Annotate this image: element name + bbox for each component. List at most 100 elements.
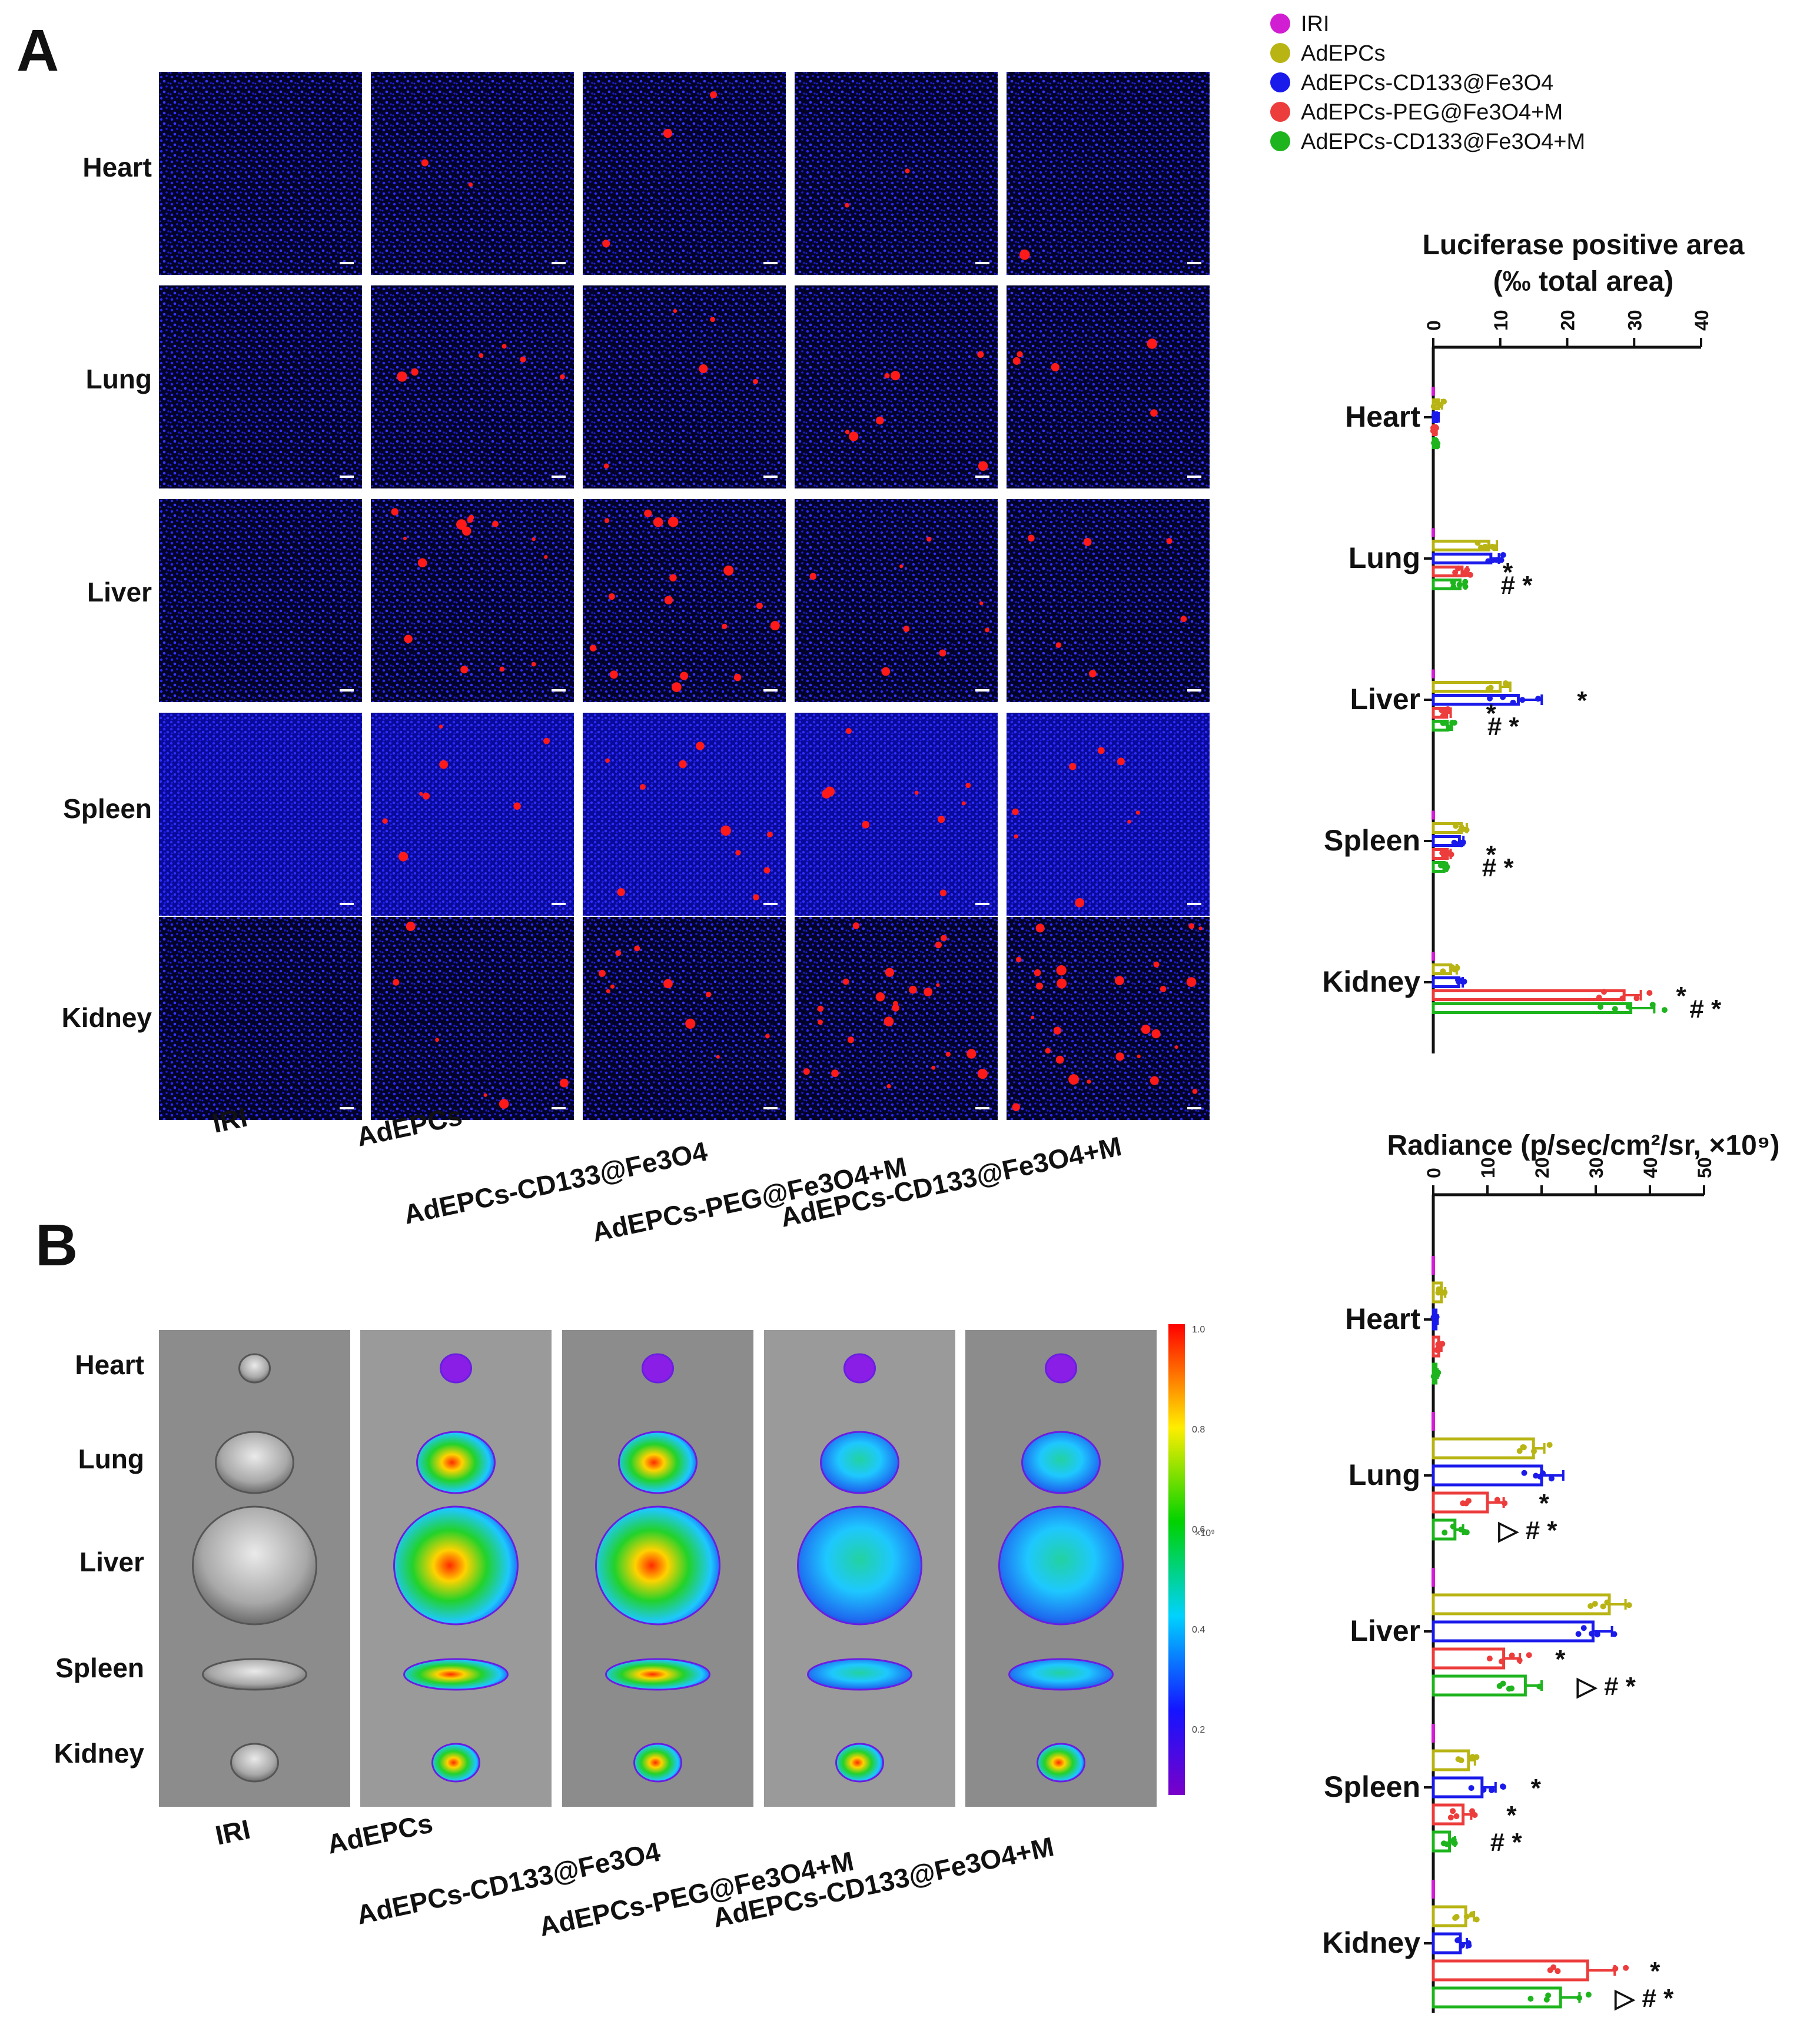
luciferase-signal	[1117, 757, 1125, 766]
data-point	[1510, 699, 1516, 706]
scale-bar	[975, 689, 989, 692]
organ-signal	[431, 1743, 480, 1783]
fluorescence-image	[159, 285, 362, 488]
luciferase-signal	[1147, 338, 1157, 349]
luciferase-signal	[825, 786, 835, 797]
luciferase-signal	[1153, 961, 1160, 968]
category-label: Kidney	[1322, 1926, 1420, 1959]
luciferase-signal	[393, 979, 400, 986]
luciferase-signal	[753, 378, 758, 384]
luciferase-signal	[640, 784, 646, 790]
luciferase-signal	[1192, 1089, 1198, 1094]
luciferase-signal	[397, 371, 407, 382]
bar	[1432, 669, 1435, 679]
panel-a-row-labels: Heart Lung Liver Spleen Kidney	[62, 152, 152, 1033]
organ-signal	[633, 1743, 682, 1783]
data-point	[1463, 827, 1470, 833]
luciferase-signal	[685, 1018, 696, 1029]
legend-item: AdEPCs-CD133@Fe3O4+M	[1270, 129, 1585, 154]
data-point	[1598, 1003, 1604, 1010]
data-point	[1462, 579, 1469, 585]
legend-marker	[1270, 43, 1290, 63]
column-label: IRI	[210, 1102, 250, 1139]
data-point	[1456, 1937, 1462, 1943]
data-point	[1444, 864, 1450, 870]
luciferase-signal	[1160, 986, 1167, 992]
luciferase-signal	[892, 1004, 899, 1012]
luciferase-signal	[421, 159, 429, 167]
legend-marker	[1270, 14, 1290, 34]
column-label: IRI	[212, 1814, 253, 1851]
panel-b-ivis-images	[159, 1330, 1157, 1807]
luciferase-signal	[435, 1038, 439, 1042]
data-point	[1450, 584, 1457, 590]
scale-bar	[763, 689, 778, 692]
luciferase-signal	[1017, 351, 1023, 358]
luciferase-signal	[705, 991, 712, 998]
luciferase-signal	[680, 672, 689, 680]
data-point	[1430, 428, 1436, 434]
row-label: Kidney	[54, 1738, 145, 1769]
luciferase-signal	[1097, 747, 1105, 754]
luciferase-signal	[977, 1069, 988, 1079]
luciferase-signal	[520, 356, 526, 363]
colorbar-tick-label: 0.4	[1192, 1625, 1205, 1635]
luciferase-signal	[985, 627, 989, 633]
luciferase-signal	[720, 825, 731, 836]
colorbar-tick-label: 0.2	[1192, 1725, 1205, 1735]
ivis-image	[562, 1330, 753, 1807]
luciferase-signal	[1055, 642, 1062, 648]
luciferase-signal	[608, 593, 615, 600]
luciferase-signal	[606, 989, 610, 993]
luciferase-signal	[936, 983, 940, 987]
data-point	[1437, 862, 1444, 869]
data-point	[1626, 1602, 1632, 1608]
scale-bar	[552, 903, 566, 905]
fluorescence-image	[1007, 917, 1210, 1120]
category-label: Spleen	[1324, 824, 1420, 857]
data-point	[1520, 1444, 1526, 1450]
data-point	[1473, 1754, 1480, 1760]
data-point	[1431, 440, 1437, 446]
luciferase-signal	[1069, 763, 1077, 770]
luciferase-signal	[818, 1019, 823, 1025]
scale-bar	[340, 262, 354, 264]
data-point	[1450, 1523, 1456, 1530]
luciferase-signal	[1198, 926, 1203, 930]
luciferase-signal	[941, 935, 947, 942]
significance-mark: # *	[1482, 853, 1515, 882]
data-point	[1491, 545, 1497, 551]
data-point	[1494, 1497, 1500, 1503]
legend-label: AdEPCs-CD133@Fe3O4+M	[1301, 129, 1585, 154]
organ-signal	[192, 1505, 317, 1626]
luciferase-signal	[1035, 982, 1043, 990]
row-label: Kidney	[62, 1002, 152, 1033]
data-point	[1452, 1840, 1458, 1846]
fluorescence-image	[795, 72, 998, 275]
data-point	[1585, 1992, 1592, 1998]
luciferase-signal	[467, 517, 473, 523]
luciferase-signal	[770, 621, 780, 631]
luciferase-area-chart: Luciferase positive area (‰ total area) 0 1…	[1322, 230, 1745, 1053]
scale-bar	[763, 1107, 778, 1109]
fluorescence-image	[1007, 713, 1210, 916]
luciferase-signal	[502, 344, 507, 349]
category-label: Heart	[1345, 400, 1420, 433]
data-point	[1469, 1911, 1475, 1917]
luciferase-signal	[926, 536, 932, 542]
fluorescence-image	[583, 285, 786, 488]
data-point	[1443, 720, 1449, 726]
data-point	[1536, 1683, 1543, 1690]
significance-mark: *	[1503, 558, 1513, 587]
organ-signal	[642, 1353, 674, 1384]
luciferase-signal	[1045, 1048, 1051, 1054]
luciferase-signal	[977, 351, 984, 358]
legend: IRI AdEPCs AdEPCs-CD133@Fe3O4 AdEPCs-PEG@Fe…	[1270, 12, 1585, 154]
scale-bar	[1187, 689, 1201, 692]
bar	[1432, 1905, 1467, 1927]
scale-bar	[975, 1107, 989, 1109]
luciferase-signal	[733, 673, 742, 682]
bar	[1432, 1776, 1484, 1799]
luciferase-signal	[847, 1036, 855, 1043]
x-tick-label: 20	[1557, 310, 1579, 331]
